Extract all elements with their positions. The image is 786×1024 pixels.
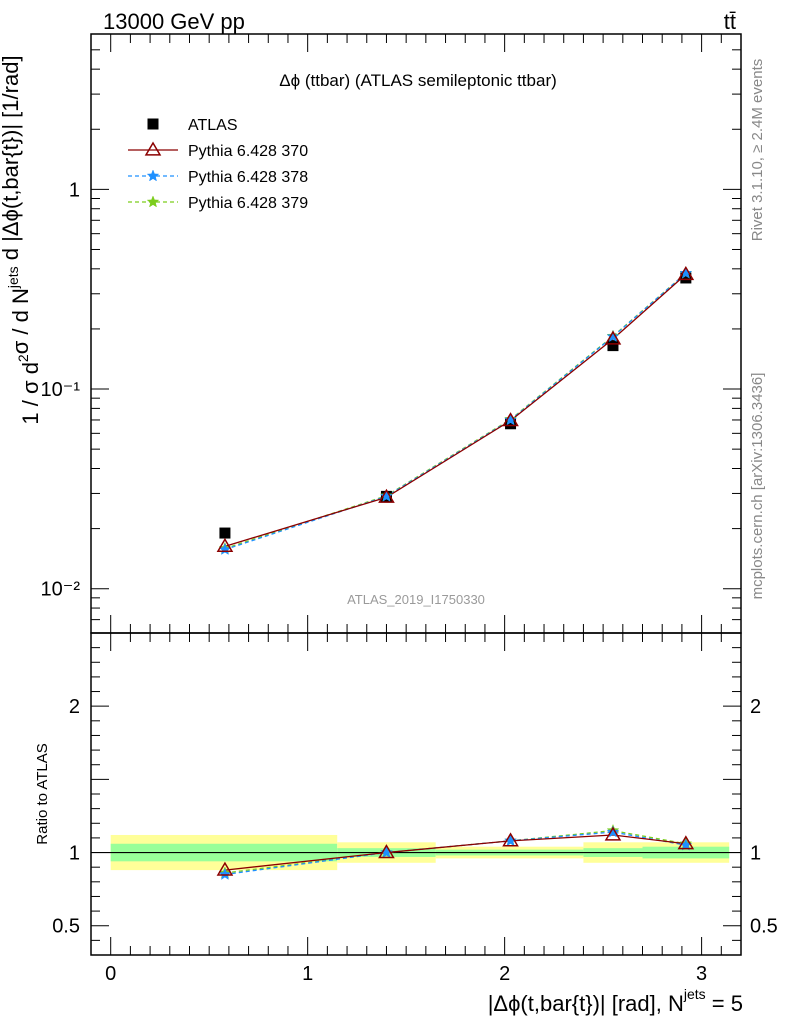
process-label: tt̄ — [724, 9, 736, 34]
series-line — [224, 272, 687, 551]
ratio-point — [677, 835, 695, 850]
energy-label: 13000 GeV pp — [103, 9, 245, 34]
ratio-point — [218, 867, 232, 880]
ratio-point — [380, 845, 393, 858]
main-series — [216, 265, 695, 555]
ratio-y-tick-label-right: 1 — [750, 843, 761, 865]
chart-title: Δϕ (ttbar) (ATLAS semileptonic ttbar) — [279, 71, 557, 90]
analysis-watermark: ATLAS_2019_I1750330 — [347, 592, 485, 607]
ratio-y-tick-label-right: 0.5 — [750, 916, 778, 938]
ratio-point — [504, 834, 517, 847]
source-label: mcplots.cern.ch [arXiv:1306.3436] — [749, 373, 766, 600]
x-axis-title: |Δϕ(t,bar{t})| [rad], Njets = 5 — [488, 986, 743, 1016]
rivet-label: Rivet 3.1.10, ≥ 2.4M events — [749, 59, 766, 242]
legend-label: Pythia 6.428 379 — [188, 195, 308, 212]
series-line — [224, 273, 687, 547]
series-point — [502, 412, 519, 427]
ratio-y-axis-title: Ratio to ATLAS — [34, 743, 51, 844]
ratio-point — [604, 826, 622, 841]
legend-marker — [144, 141, 162, 156]
series-point — [679, 266, 693, 279]
ratio-point — [216, 861, 234, 876]
main-panel: Δϕ (ttbar) (ATLAS semileptonic ttbar) AT… — [41, 33, 742, 634]
y-tick-label: 10⁻¹ — [41, 379, 81, 401]
y-axis-title: 1 / σ d2σ / d Njets d |Δϕ(t,bar{t})| [1/… — [0, 55, 43, 424]
series-point — [378, 488, 395, 503]
ratio-y-tick-label: 1 — [69, 843, 80, 865]
x-tick-label: 2 — [499, 963, 510, 985]
series-point — [677, 265, 695, 281]
series-point — [606, 329, 620, 343]
ratio-y-tick-label: 2 — [69, 696, 80, 718]
y-axis-title-text: 1 / σ d2σ / d Njets d |Δϕ(t,bar{t})| [1/… — [0, 55, 43, 424]
x-tick-label: 0 — [105, 963, 116, 985]
series-point — [380, 489, 393, 502]
ratio-bands — [91, 834, 741, 871]
ratio-point — [378, 844, 395, 859]
main-axes: 1 10⁻¹ 10⁻² — [41, 33, 741, 634]
x-tick-label: 3 — [696, 963, 707, 985]
ratio-axes: 0 1 2 3 0.5 0.5 1 1 2 2 — [52, 615, 778, 985]
series-point — [216, 537, 234, 552]
series-line — [224, 272, 687, 550]
data-point — [680, 272, 692, 284]
legend-label: Pythia 6.428 370 — [188, 143, 308, 160]
ratio-y-tick-label-right: 2 — [750, 696, 761, 718]
data-point — [505, 418, 517, 430]
x-axis-title-text: |Δϕ(t,bar{t})| [rad], Njets = 5 — [488, 986, 743, 1016]
legend-label: Pythia 6.428 378 — [188, 169, 308, 186]
legend: ATLAS Pythia 6.428 370 Pythia 6.428 378 Pyt… — [128, 117, 308, 212]
ratio-point — [502, 832, 519, 847]
ratio-frame — [90, 632, 742, 956]
ratio-panel: 0 1 2 3 0.5 0.5 1 1 2 2 — [52, 615, 778, 985]
ratio-series — [216, 823, 695, 880]
series-point — [604, 330, 622, 345]
y-tick-label: 10⁻² — [41, 579, 81, 601]
legend-label: ATLAS — [188, 117, 238, 134]
legend-marker — [146, 195, 160, 208]
series-point — [504, 413, 517, 426]
ratio-y-tick-label: 0.5 — [52, 916, 80, 938]
legend-marker — [146, 169, 160, 182]
y-tick-label: 1 — [69, 179, 80, 201]
x-tick-label: 1 — [302, 963, 313, 985]
data-point — [219, 527, 231, 539]
data-point — [607, 340, 619, 352]
legend-marker — [147, 118, 159, 130]
